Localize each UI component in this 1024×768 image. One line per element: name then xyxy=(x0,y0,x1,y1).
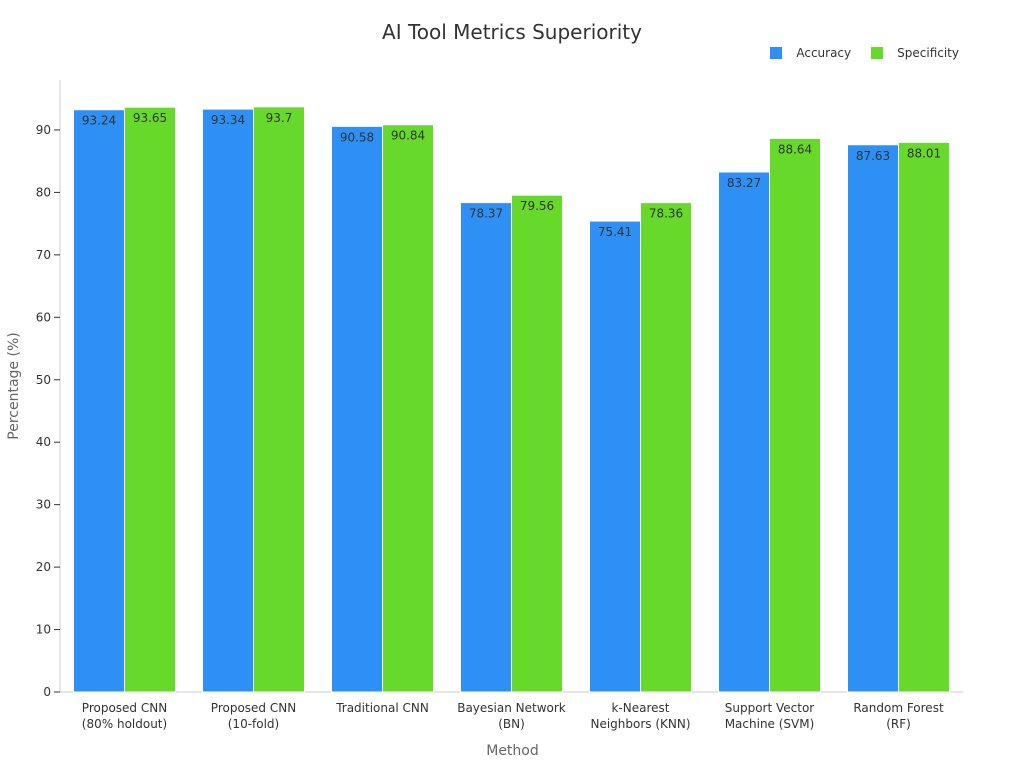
y-tick-label: 40 xyxy=(36,435,51,449)
y-tick-label: 50 xyxy=(36,373,51,387)
x-tick-label-line: (10-fold) xyxy=(228,717,279,731)
x-tick-label-line: Traditional CNN xyxy=(335,701,429,715)
data-label-specificity-2: 90.84 xyxy=(391,129,425,143)
data-label-specificity-0: 93.65 xyxy=(133,111,167,125)
x-tick-label-line: Machine (SVM) xyxy=(725,717,815,731)
data-label-accuracy-6: 87.63 xyxy=(856,149,890,163)
data-label-accuracy-5: 83.27 xyxy=(727,176,761,190)
x-tick-label-line: Neighbors (KNN) xyxy=(590,717,690,731)
x-tick-label: k-Nearest Neighbors (KNN) xyxy=(590,701,690,731)
y-axis-label: Percentage (%) xyxy=(6,332,22,439)
legend-swatch-specificity xyxy=(871,47,884,59)
data-label-accuracy-1: 93.34 xyxy=(211,113,245,127)
legend-label-accuracy: Accuracy xyxy=(796,46,852,60)
bar-accuracy-3 xyxy=(460,202,512,693)
legend-label-specificity: Specificity xyxy=(897,46,959,60)
x-tick-label-line: (RF) xyxy=(886,717,911,731)
bar-accuracy-6 xyxy=(847,144,899,693)
bar-specificity-3 xyxy=(511,194,563,693)
x-tick-label: Bayesian Network (BN) xyxy=(457,701,566,731)
bar-specificity-5 xyxy=(769,137,821,693)
bar-accuracy-0 xyxy=(73,109,125,693)
x-tick-label: Proposed CNN (80% holdout) xyxy=(82,701,167,731)
y-tick-label: 70 xyxy=(36,248,51,262)
legend: Accuracy Specificity xyxy=(770,46,959,60)
data-label-specificity-6: 88.01 xyxy=(907,146,941,160)
y-tick-label: 80 xyxy=(36,185,51,199)
legend-item-accuracy[interactable]: Accuracy xyxy=(770,46,851,60)
data-label-accuracy-4: 75.41 xyxy=(598,225,632,239)
y-tick-label: 0 xyxy=(43,685,51,699)
y-tick-label: 60 xyxy=(36,310,51,324)
bar-specificity-6 xyxy=(898,141,950,693)
legend-swatch-accuracy xyxy=(770,47,783,59)
x-tick-label-line: k-Nearest xyxy=(611,701,669,715)
bar-accuracy-2 xyxy=(331,125,383,693)
x-tick-label: Traditional CNN xyxy=(335,701,429,715)
bar-accuracy-1 xyxy=(202,108,254,693)
x-tick-label-line: Support Vector xyxy=(725,701,815,715)
x-tick-label: Support Vector Machine (SVM) xyxy=(725,701,815,731)
data-label-specificity-5: 88.64 xyxy=(778,142,812,156)
x-tick-label-line: Proposed CNN xyxy=(211,701,296,715)
data-label-accuracy-2: 90.58 xyxy=(340,130,374,144)
y-tick-label: 90 xyxy=(36,123,51,137)
bar-accuracy-4 xyxy=(589,220,641,693)
data-label-accuracy-3: 78.37 xyxy=(469,207,503,221)
y-tick-label: 30 xyxy=(36,498,51,512)
legend-item-specificity[interactable]: Specificity xyxy=(871,46,959,60)
bar-specificity-0 xyxy=(124,106,176,693)
x-tick-label: Random Forest (RF) xyxy=(853,701,944,731)
data-label-specificity-4: 78.36 xyxy=(649,207,683,221)
y-tick-label: 10 xyxy=(36,623,51,637)
data-label-specificity-1: 93.7 xyxy=(266,111,293,125)
x-tick-label-line: (BN) xyxy=(498,717,525,731)
x-tick-label-line: (80% holdout) xyxy=(82,717,167,731)
x-tick-label: Proposed CNN (10-fold) xyxy=(211,701,296,731)
bar-specificity-1 xyxy=(253,106,305,693)
bar-specificity-4 xyxy=(640,202,692,693)
bar-accuracy-5 xyxy=(718,171,770,693)
y-tick-label: 20 xyxy=(36,560,51,574)
data-label-accuracy-0: 93.24 xyxy=(82,114,116,128)
x-axis-label: Method xyxy=(486,743,539,759)
bar-specificity-2 xyxy=(382,124,434,693)
x-tick-label-line: Random Forest xyxy=(853,701,944,715)
data-label-specificity-3: 79.56 xyxy=(520,199,554,213)
x-tick-label-line: Bayesian Network xyxy=(457,701,566,715)
x-tick-label-line: Proposed CNN xyxy=(82,701,167,715)
chart-title: AI Tool Metrics Superiority xyxy=(382,20,642,44)
